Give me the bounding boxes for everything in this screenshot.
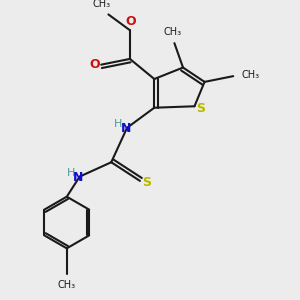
Text: CH₃: CH₃: [58, 280, 76, 290]
Text: H: H: [67, 168, 75, 178]
Text: H: H: [114, 119, 122, 129]
Text: CH₃: CH₃: [164, 27, 182, 37]
Text: CH₃: CH₃: [241, 70, 260, 80]
Text: O: O: [126, 15, 136, 28]
Text: S: S: [196, 102, 205, 115]
Text: N: N: [74, 171, 84, 184]
Text: S: S: [142, 176, 151, 189]
Text: CH₃: CH₃: [92, 0, 110, 9]
Text: N: N: [120, 122, 131, 135]
Text: O: O: [90, 58, 100, 71]
